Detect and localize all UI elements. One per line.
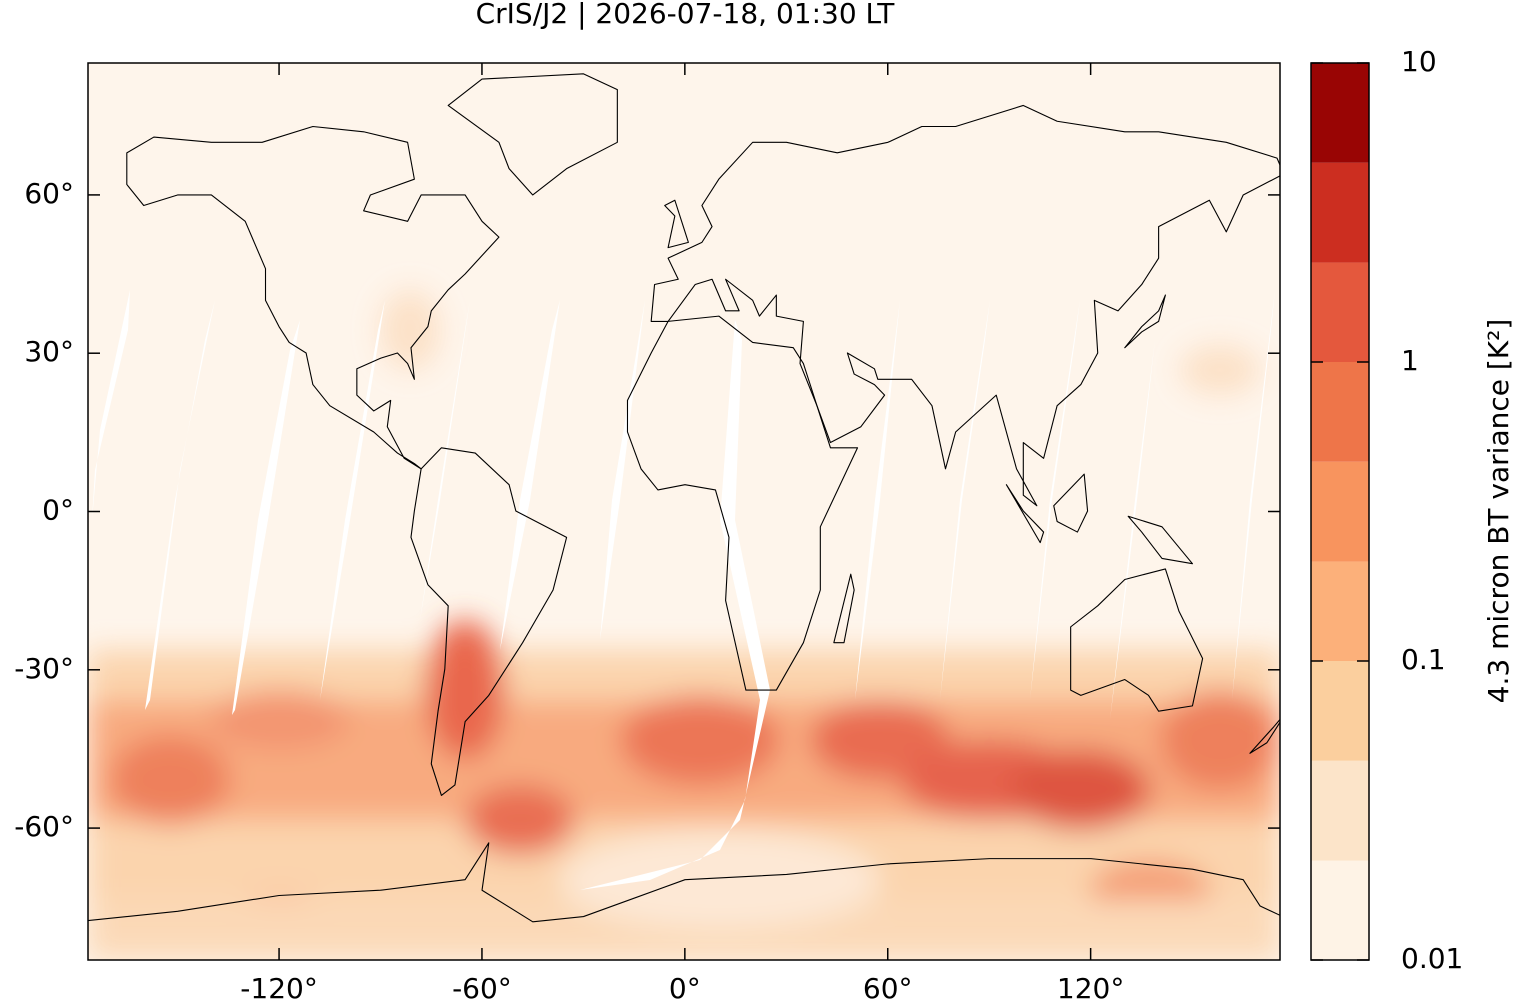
- colorbar-frame: [1310, 62, 1370, 961]
- x-tick-label: 120°: [1057, 972, 1124, 1002]
- chart-title: CrIS/J2 | 2026-07-18, 01:30 LT: [476, 0, 896, 30]
- y-tick-label: 30°: [24, 335, 74, 368]
- colorbar-level: [1311, 63, 1369, 163]
- map-field: [76, 63, 1294, 960]
- colorbar-tick-label: 1: [1401, 344, 1419, 377]
- colorbar-level: [1311, 661, 1369, 761]
- colorbar-level: [1311, 561, 1369, 661]
- y-tick-label: -60°: [14, 810, 74, 843]
- y-tick-label: -30°: [14, 652, 74, 685]
- colorbar-tick-label: 10: [1401, 45, 1437, 78]
- colorbar-tick-label: 0.01: [1401, 942, 1463, 975]
- colorbar-level: [1311, 162, 1369, 263]
- x-tick-label: -60°: [452, 972, 512, 1002]
- colorbar-level: [1311, 461, 1369, 562]
- x-tick-label: 60°: [863, 972, 913, 1002]
- colorbar-level: [1311, 860, 1369, 960]
- colorbar-label: 4.3 micron BT variance [K²]: [1482, 319, 1515, 704]
- colorbar-level: [1311, 262, 1369, 362]
- y-tick-label: 0°: [42, 494, 74, 527]
- x-tick-label: 0°: [669, 972, 701, 1002]
- y-tick-label: 60°: [24, 177, 74, 210]
- colorbar-level: [1311, 760, 1369, 861]
- coastlines: [76, 74, 1294, 922]
- colorbar-tick-label: 0.1: [1401, 643, 1446, 676]
- colorbar-level: [1311, 362, 1369, 462]
- x-tick-label: -120°: [240, 972, 318, 1002]
